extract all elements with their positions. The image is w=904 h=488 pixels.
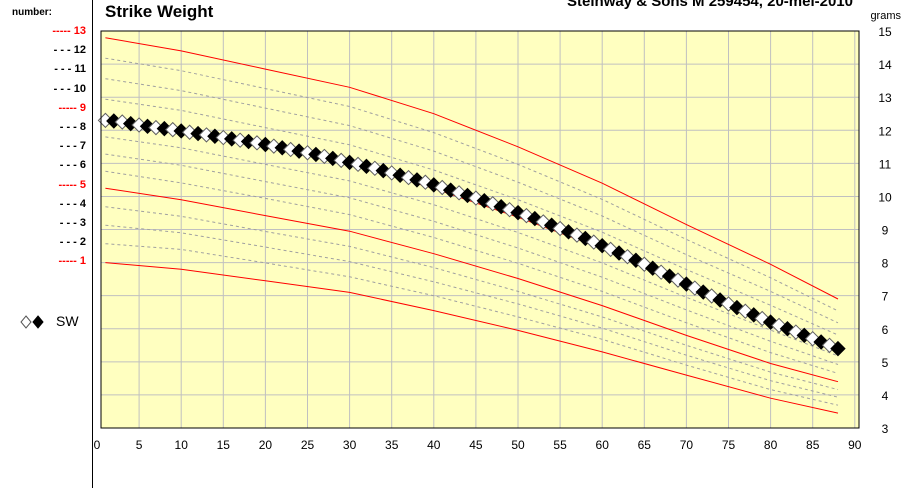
legend-item: - - - 7 xyxy=(59,140,86,153)
x-tick-label: 85 xyxy=(806,438,820,452)
x-tick-label: 65 xyxy=(638,438,652,452)
y-axis-unit-label: grams xyxy=(870,10,901,22)
data-point xyxy=(375,162,391,179)
data-point xyxy=(485,196,501,212)
x-tick-label: 45 xyxy=(469,438,483,452)
y-tick-label: 5 xyxy=(882,356,889,370)
data-point xyxy=(392,167,408,183)
data-point xyxy=(737,303,754,319)
data-point xyxy=(729,299,745,316)
legend-series-label: SW xyxy=(56,313,79,329)
data-point xyxy=(560,224,577,240)
x-axis-ticks: 0 5 10 15 20 25 30 35 40 45 50 55 60 65 70 75 80 85 90 xyxy=(94,438,862,452)
data-point xyxy=(341,154,358,171)
reference-curve-8 xyxy=(105,136,839,357)
chart-title: Strike Weight xyxy=(105,2,214,21)
data-point xyxy=(493,198,509,215)
legend-panel: number: ----- 13 - - - 12 - - - 11 - - - 10… xyxy=(0,0,92,488)
reference-curve-4 xyxy=(105,206,839,391)
data-point xyxy=(543,217,560,233)
legend-item: - - - 12 xyxy=(53,44,86,57)
data-point xyxy=(661,268,678,284)
x-tick-label: 20 xyxy=(259,438,273,452)
reference-curve-7 xyxy=(105,153,839,365)
legend-item: - - - 6 xyxy=(59,159,86,172)
x-tick-label: 90 xyxy=(848,438,862,452)
legend-item: - - - 4 xyxy=(59,197,86,210)
legend-item: ----- 5 xyxy=(58,178,87,191)
y-tick-label: 12 xyxy=(878,124,892,138)
y-tick-label: 11 xyxy=(879,157,892,171)
diamond-markers-icon xyxy=(20,315,44,329)
data-point xyxy=(417,174,434,190)
y-tick-label: 14 xyxy=(878,58,892,72)
data-point xyxy=(527,210,543,227)
data-point xyxy=(577,230,594,247)
reference-curve-1 xyxy=(105,262,839,414)
data-point xyxy=(459,187,476,204)
x-tick-label: 75 xyxy=(722,438,736,452)
y-axis-ticks: 3 4 5 6 7 8 9 10 11 12 13 14 15 xyxy=(878,25,892,436)
x-tick-label: 25 xyxy=(301,438,315,452)
series-layer xyxy=(97,112,846,357)
legend-item: ----- 1 xyxy=(58,255,87,268)
data-point xyxy=(687,280,703,296)
y-tick-label: 7 xyxy=(882,290,889,304)
legend-item: - - - 2 xyxy=(59,236,86,249)
data-point xyxy=(830,340,846,357)
reference-curve-5 xyxy=(105,187,839,383)
data-point xyxy=(569,227,585,243)
chart-subtitle: Steinway & Sons M 259454, 20-mei-2010 xyxy=(567,0,853,10)
x-tick-label: 10 xyxy=(175,438,189,452)
x-tick-label: 70 xyxy=(680,438,694,452)
data-point xyxy=(333,152,349,169)
reference-curve-6 xyxy=(105,170,839,374)
data-point xyxy=(619,248,636,265)
data-point xyxy=(552,220,568,237)
x-tick-label: 40 xyxy=(427,438,441,452)
x-tick-label: 60 xyxy=(596,438,610,452)
y-tick-label: 3 xyxy=(882,422,889,436)
legend-item: - - - 8 xyxy=(59,121,86,133)
x-tick-label: 15 xyxy=(217,438,231,452)
legend-item: ----- 13 xyxy=(52,25,86,37)
y-tick-label: 13 xyxy=(878,91,892,105)
y-tick-label: 6 xyxy=(882,323,889,337)
legend-item: - - - 10 xyxy=(53,82,86,95)
legend-item: - - - 3 xyxy=(59,217,86,229)
y-tick-label: 10 xyxy=(878,190,892,204)
x-tick-label: 35 xyxy=(385,438,399,452)
data-point xyxy=(114,114,130,130)
plot-frame xyxy=(100,30,860,429)
data-point xyxy=(645,260,661,276)
y-tick-label: 4 xyxy=(882,389,889,403)
x-tick-label: 55 xyxy=(553,438,567,452)
y-tick-label: 8 xyxy=(882,257,889,271)
data-point xyxy=(442,182,459,198)
x-tick-label: 80 xyxy=(764,438,778,452)
x-tick-label: 50 xyxy=(511,438,525,452)
x-tick-label: 0 xyxy=(94,438,101,452)
x-tick-label: 5 xyxy=(136,438,143,452)
legend-header: number: xyxy=(12,7,52,18)
data-point xyxy=(703,288,720,304)
legend-divider xyxy=(92,0,93,488)
reference-curve-13 xyxy=(105,37,839,300)
legend-item: ----- 9 xyxy=(58,101,87,114)
legend-item: - - - 11 xyxy=(54,63,86,76)
data-point xyxy=(535,214,551,230)
data-point xyxy=(501,201,518,218)
legend-series-entry: SW xyxy=(18,313,90,331)
data-point xyxy=(611,245,627,261)
reference-curve-11 xyxy=(105,78,839,324)
y-tick-label: 15 xyxy=(878,25,892,39)
reference-curve-2 xyxy=(105,243,839,406)
x-tick-label: 30 xyxy=(343,438,357,452)
y-tick-label: 9 xyxy=(882,224,889,238)
